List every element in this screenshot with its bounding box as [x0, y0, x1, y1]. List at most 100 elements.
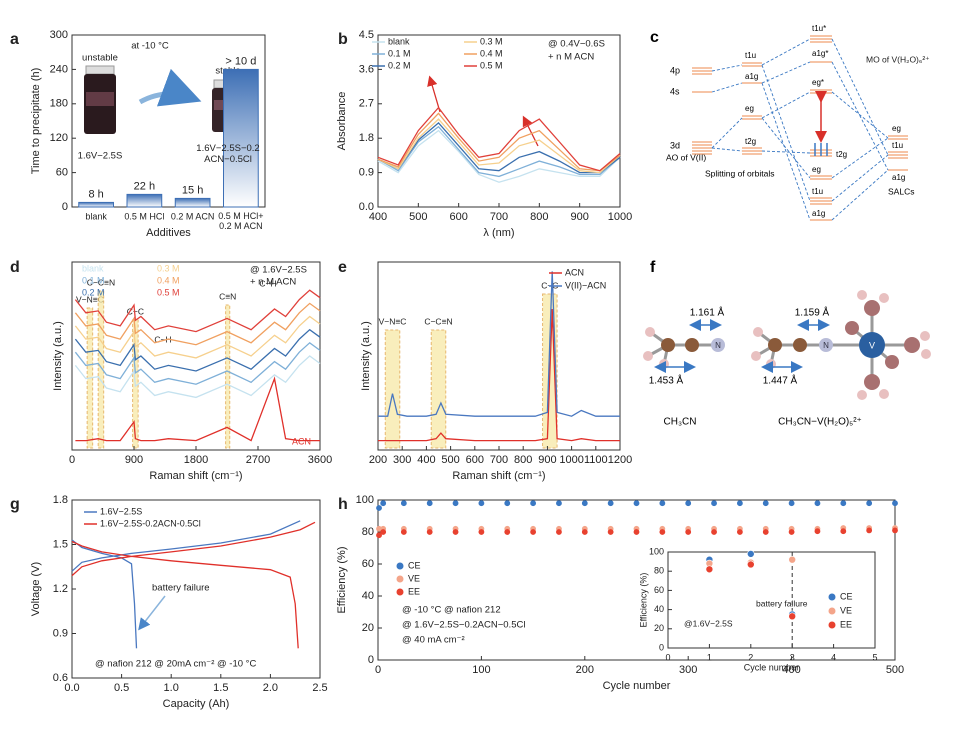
data-line	[74, 289, 321, 333]
diagram-title: MO of V(H₂O)₆²⁺	[866, 54, 930, 64]
x-tick-label: 900	[570, 211, 588, 223]
data-point	[705, 565, 714, 574]
annotation: 1.6V−2.5S	[78, 151, 123, 162]
y-axis-label: Absorbance	[336, 92, 348, 151]
data-point	[685, 529, 692, 535]
band-label: V−N≡C	[379, 316, 407, 326]
panel-label: g	[10, 496, 20, 513]
annotation: @ nafion 212 @ 20mA cm⁻² @ -10 °C	[95, 659, 256, 670]
annotation: battery failure	[152, 583, 210, 594]
y-tick-label: 20	[654, 623, 664, 633]
legend-label: 0.2 M	[388, 60, 411, 70]
x-tick-label: 400	[369, 211, 387, 223]
legend-label: 0.4 M	[480, 48, 503, 58]
x-tick-label: 5	[872, 652, 877, 662]
data-point	[504, 500, 511, 507]
inset-background	[668, 552, 875, 648]
caption: AO of V(II)	[666, 152, 706, 162]
pointer-arrow	[138, 595, 166, 631]
x-tick-label: 1	[707, 652, 712, 662]
orbital-label: eg*	[812, 78, 824, 87]
svg-text:N: N	[715, 341, 721, 350]
x-tick-label: 900	[125, 454, 143, 466]
data-point	[788, 529, 795, 535]
legend-swatch	[396, 575, 404, 583]
x-tick-label: 1200	[608, 454, 632, 466]
panel-label: c	[650, 29, 659, 46]
legend-label: 0.1 M	[388, 48, 411, 58]
caption: CH₃CN	[664, 417, 697, 428]
data-point	[746, 550, 755, 558]
bond-length: 1.447 Å	[763, 374, 798, 387]
orbital-label: eg	[745, 104, 754, 113]
x-tick-label: 500	[441, 454, 459, 466]
x-axis-label: Additives	[146, 227, 191, 239]
caption: Splitting of orbitals	[705, 168, 774, 178]
data-point	[633, 500, 640, 507]
data-point	[400, 529, 407, 535]
x-tick-label: 1000	[608, 211, 632, 223]
band-label: V−N≡C	[76, 294, 104, 304]
x-tick-label: 3	[790, 652, 795, 662]
bar	[223, 68, 259, 208]
y-tick-label: 100	[649, 546, 664, 556]
orbital-diagram	[692, 35, 908, 221]
data-point	[380, 529, 387, 535]
y-axis-label: Time to precipitate (h)	[30, 68, 42, 175]
y-tick-label: 0.0	[359, 201, 374, 213]
bond-length: 1.161 Å	[690, 306, 725, 319]
x-tick-label: 2	[748, 652, 753, 662]
data-line	[75, 376, 320, 442]
y-tick-label: 1.5	[53, 538, 68, 550]
x-tick-label: 0.2 M ACN	[171, 211, 215, 221]
y-tick-label: 40	[654, 604, 664, 614]
legend-swatch	[396, 588, 404, 596]
legend-label: blank	[388, 36, 410, 46]
data-point	[840, 528, 847, 535]
legend-label: 0.5 M	[480, 60, 503, 70]
data-point	[866, 527, 873, 534]
x-tick-label: 2700	[246, 454, 270, 466]
x-tick-label: 400	[417, 454, 435, 466]
y-tick-label: 300	[50, 29, 68, 41]
value-label: > 10 d	[225, 55, 256, 67]
annotation: battery failure	[756, 598, 808, 608]
x-tick-label: 1800	[184, 454, 208, 466]
data-point	[556, 500, 562, 507]
y-tick-label: 20	[362, 622, 374, 634]
x-tick-label: 800	[530, 211, 548, 223]
legend-label: ACN	[292, 436, 311, 446]
legend-label: EE	[408, 586, 420, 596]
x-tick-label: 0.5 M HCl	[124, 211, 164, 221]
annotation: @ -10 °C @ nafion 212	[402, 605, 501, 616]
annotation: @1.6V−2.5S	[684, 618, 733, 628]
orbital-label: 4s	[670, 86, 680, 96]
y-tick-label: 180	[50, 98, 68, 110]
y-tick-label: 1.8	[359, 132, 374, 144]
data-line	[74, 355, 321, 399]
y-tick-label: 3.6	[359, 63, 374, 75]
annotation: unstable	[82, 53, 118, 64]
data-line	[378, 308, 620, 442]
data-point	[581, 529, 588, 535]
band-label: C≡N	[219, 291, 236, 301]
peak-label: C−H	[259, 278, 276, 288]
x-tick-label: 2.0	[263, 682, 278, 694]
y-tick-label: 60	[362, 558, 374, 570]
x-tick-label: 300	[679, 664, 697, 676]
highlight-band	[97, 290, 105, 449]
orbital-label: t1u	[745, 51, 756, 60]
orbital-label: t2g	[745, 137, 756, 146]
x-tick-label: 900	[538, 454, 556, 466]
x-tick-label: 3600	[308, 454, 332, 466]
y-axis-label: Efficiency (%)	[336, 546, 348, 613]
orbital-label: a1g*	[812, 49, 828, 58]
value-label: 8 h	[88, 188, 103, 200]
legend-label: 1.6V−2.5S-0.2ACN-0.5Cl	[100, 518, 201, 528]
x-tick-label: 700	[490, 211, 508, 223]
panel-label: b	[338, 31, 348, 48]
legend-label: 0.2 M	[82, 287, 105, 297]
data-point	[814, 500, 821, 507]
orbital-label: eg	[892, 124, 901, 133]
